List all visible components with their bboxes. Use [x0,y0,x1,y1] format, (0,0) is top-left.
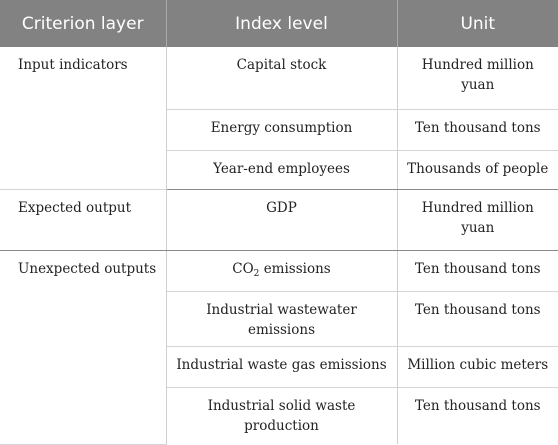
unit-cell: Thousands of people [397,150,558,190]
table-row: Expected output GDP Hundred million yuan [0,189,558,251]
table-row: Industrial wastewater emissions Ten thou… [0,291,558,347]
header-criterion-layer: Criterion layer [0,0,167,47]
index-co2-subscript: 2 [253,269,260,279]
unit-cell: Ten thousand tons [397,109,558,151]
unit-cell: Ten thousand tons [397,250,558,292]
header-unit: Unit [397,0,558,47]
index-co2-prefix: CO [232,261,254,277]
table-row: Energy consumption Ten thousand tons [0,109,558,151]
index-cell: Industrial wastewater emissions [166,291,398,347]
index-cell: GDP [166,189,398,251]
unit-cell: Hundred million yuan [397,47,558,110]
unit-cell: Hundred million yuan [397,189,558,251]
criterion-input-indicators: Input indicators [0,47,167,190]
unit-cell: Ten thousand tons [414,398,541,414]
index-co2-suffix: emissions [259,261,331,277]
header-row: Criterion layer Index level Unit [0,0,558,47]
unit-cell: Ten thousand tons [397,291,558,347]
table-row: Industrial waste gas emissions Million c… [0,346,558,388]
index-cell: Capital stock [166,47,398,110]
criterion-expected-output: Expected output [0,189,167,251]
header-index-level: Index level [166,0,398,47]
table-row: Unexpected outputs CO2 emissions Ten tho… [0,250,558,445]
index-cell: Industrial solid waste production [166,387,398,444]
index-cell: CO2 emissions [166,250,398,292]
table-row: Input indicators Capital stock Hundred m… [0,47,558,190]
criterion-unexpected-outputs: Unexpected outputs [0,250,167,445]
index-cell: Year-end employees [166,150,398,190]
index-cell: Industrial waste gas emissions [166,346,398,388]
index-cell: Energy consumption [166,109,398,151]
table-row: Year-end employees Thousands of people [0,150,558,190]
unit-cell: Million cubic meters [397,346,558,388]
